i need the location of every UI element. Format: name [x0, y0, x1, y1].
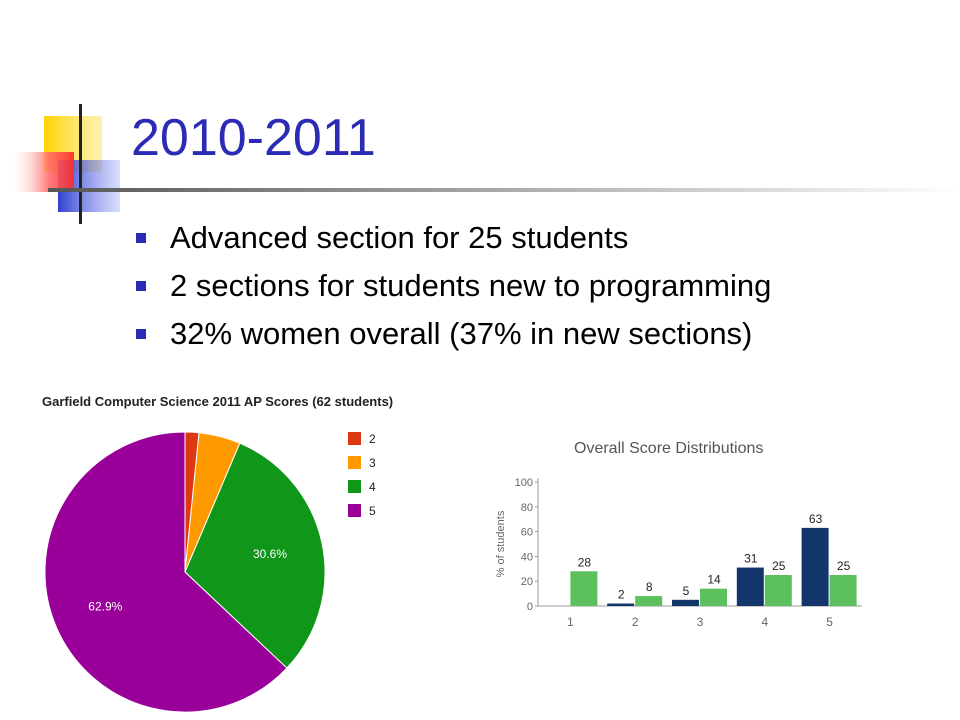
legend-swatch-5	[348, 504, 361, 517]
bullet-text: 32% women overall (37% in new sections)	[170, 316, 753, 351]
bar-data-label: 25	[837, 559, 851, 573]
legend-swatch-4	[348, 480, 361, 493]
bullet-text: Advanced section for 25 students	[170, 220, 629, 255]
x-tick-label: 4	[761, 615, 768, 629]
bar-chart-title: Overall Score Distributions	[574, 440, 764, 457]
legend-label: 4	[369, 480, 376, 494]
pie-slice-4	[184, 442, 326, 669]
pie-chart-title: Garfield Computer Science 2011 AP Scores…	[42, 394, 394, 409]
bar-5-series-0	[801, 527, 829, 606]
pie-chart-plot: 30.6% 62.9% 2 3 4 5	[44, 431, 376, 713]
bar-data-label: 31	[744, 552, 758, 566]
bar-data-label: 2	[618, 588, 625, 602]
bullet-list: Advanced section for 25 students 2 secti…	[136, 218, 771, 362]
x-tick-label: 2	[632, 615, 639, 629]
legend-swatch-3	[348, 456, 361, 469]
slide-title: 2010-2011	[131, 109, 376, 167]
pie-slice-label: 62.9%	[88, 599, 122, 613]
bar-data-label: 28	[578, 555, 592, 569]
bar-5-series-1	[829, 575, 857, 606]
y-tick-label: 20	[521, 576, 533, 588]
title-rule	[48, 188, 960, 192]
deco-yellow-block	[44, 116, 102, 172]
x-tick-label: 5	[826, 615, 833, 629]
bar-3-series-0	[672, 599, 699, 606]
bar-data-label: 25	[772, 559, 786, 573]
bar-4-series-1	[764, 575, 792, 606]
x-tick-label: 3	[697, 615, 704, 629]
bullet-item: 32% women overall (37% in new sections)	[136, 314, 771, 362]
bar-4-series-0	[736, 567, 764, 606]
bullet-item: 2 sections for students new to programmi…	[136, 266, 771, 314]
bar-2-series-0	[607, 603, 635, 606]
legend-label: 3	[369, 456, 376, 470]
bar-data-label: 8	[646, 580, 653, 594]
bar-data-label: 63	[809, 512, 823, 526]
bullet-text: 2 sections for students new to programmi…	[170, 268, 772, 303]
pie-slice-5	[44, 431, 288, 713]
legend-label: 2	[369, 432, 376, 446]
bullet-square-icon	[136, 233, 146, 243]
x-tick-label: 1	[567, 615, 574, 629]
y-tick-label: 0	[527, 601, 533, 613]
deco-blue-block	[58, 160, 120, 212]
y-tick-label: 80	[521, 502, 533, 514]
pie-chart: Garfield Computer Science 2011 AP Scores…	[36, 388, 456, 720]
bar-2-series-1	[635, 596, 663, 606]
y-tick-label: 40	[521, 551, 533, 563]
bar-data-label: 14	[707, 573, 721, 587]
pie-slice-label: 30.6%	[253, 547, 287, 561]
legend-swatch-2	[348, 432, 361, 445]
y-tick-label: 60	[521, 527, 533, 539]
bar-3-series-1	[700, 588, 727, 606]
bar-chart: Overall Score Distributions 0 20 40 60 80 100…	[486, 428, 876, 638]
bullet-square-icon	[136, 329, 146, 339]
legend-label: 5	[369, 504, 376, 518]
deco-vertical-line	[79, 104, 82, 224]
bar-1-series-1	[570, 571, 598, 606]
y-tick-label: 100	[515, 477, 533, 489]
bar-data-label: 5	[683, 584, 690, 598]
bullet-square-icon	[136, 281, 146, 291]
bullet-item: Advanced section for 25 students	[136, 218, 771, 266]
y-axis-label: % of students	[495, 510, 507, 577]
deco-red-block	[12, 152, 74, 192]
